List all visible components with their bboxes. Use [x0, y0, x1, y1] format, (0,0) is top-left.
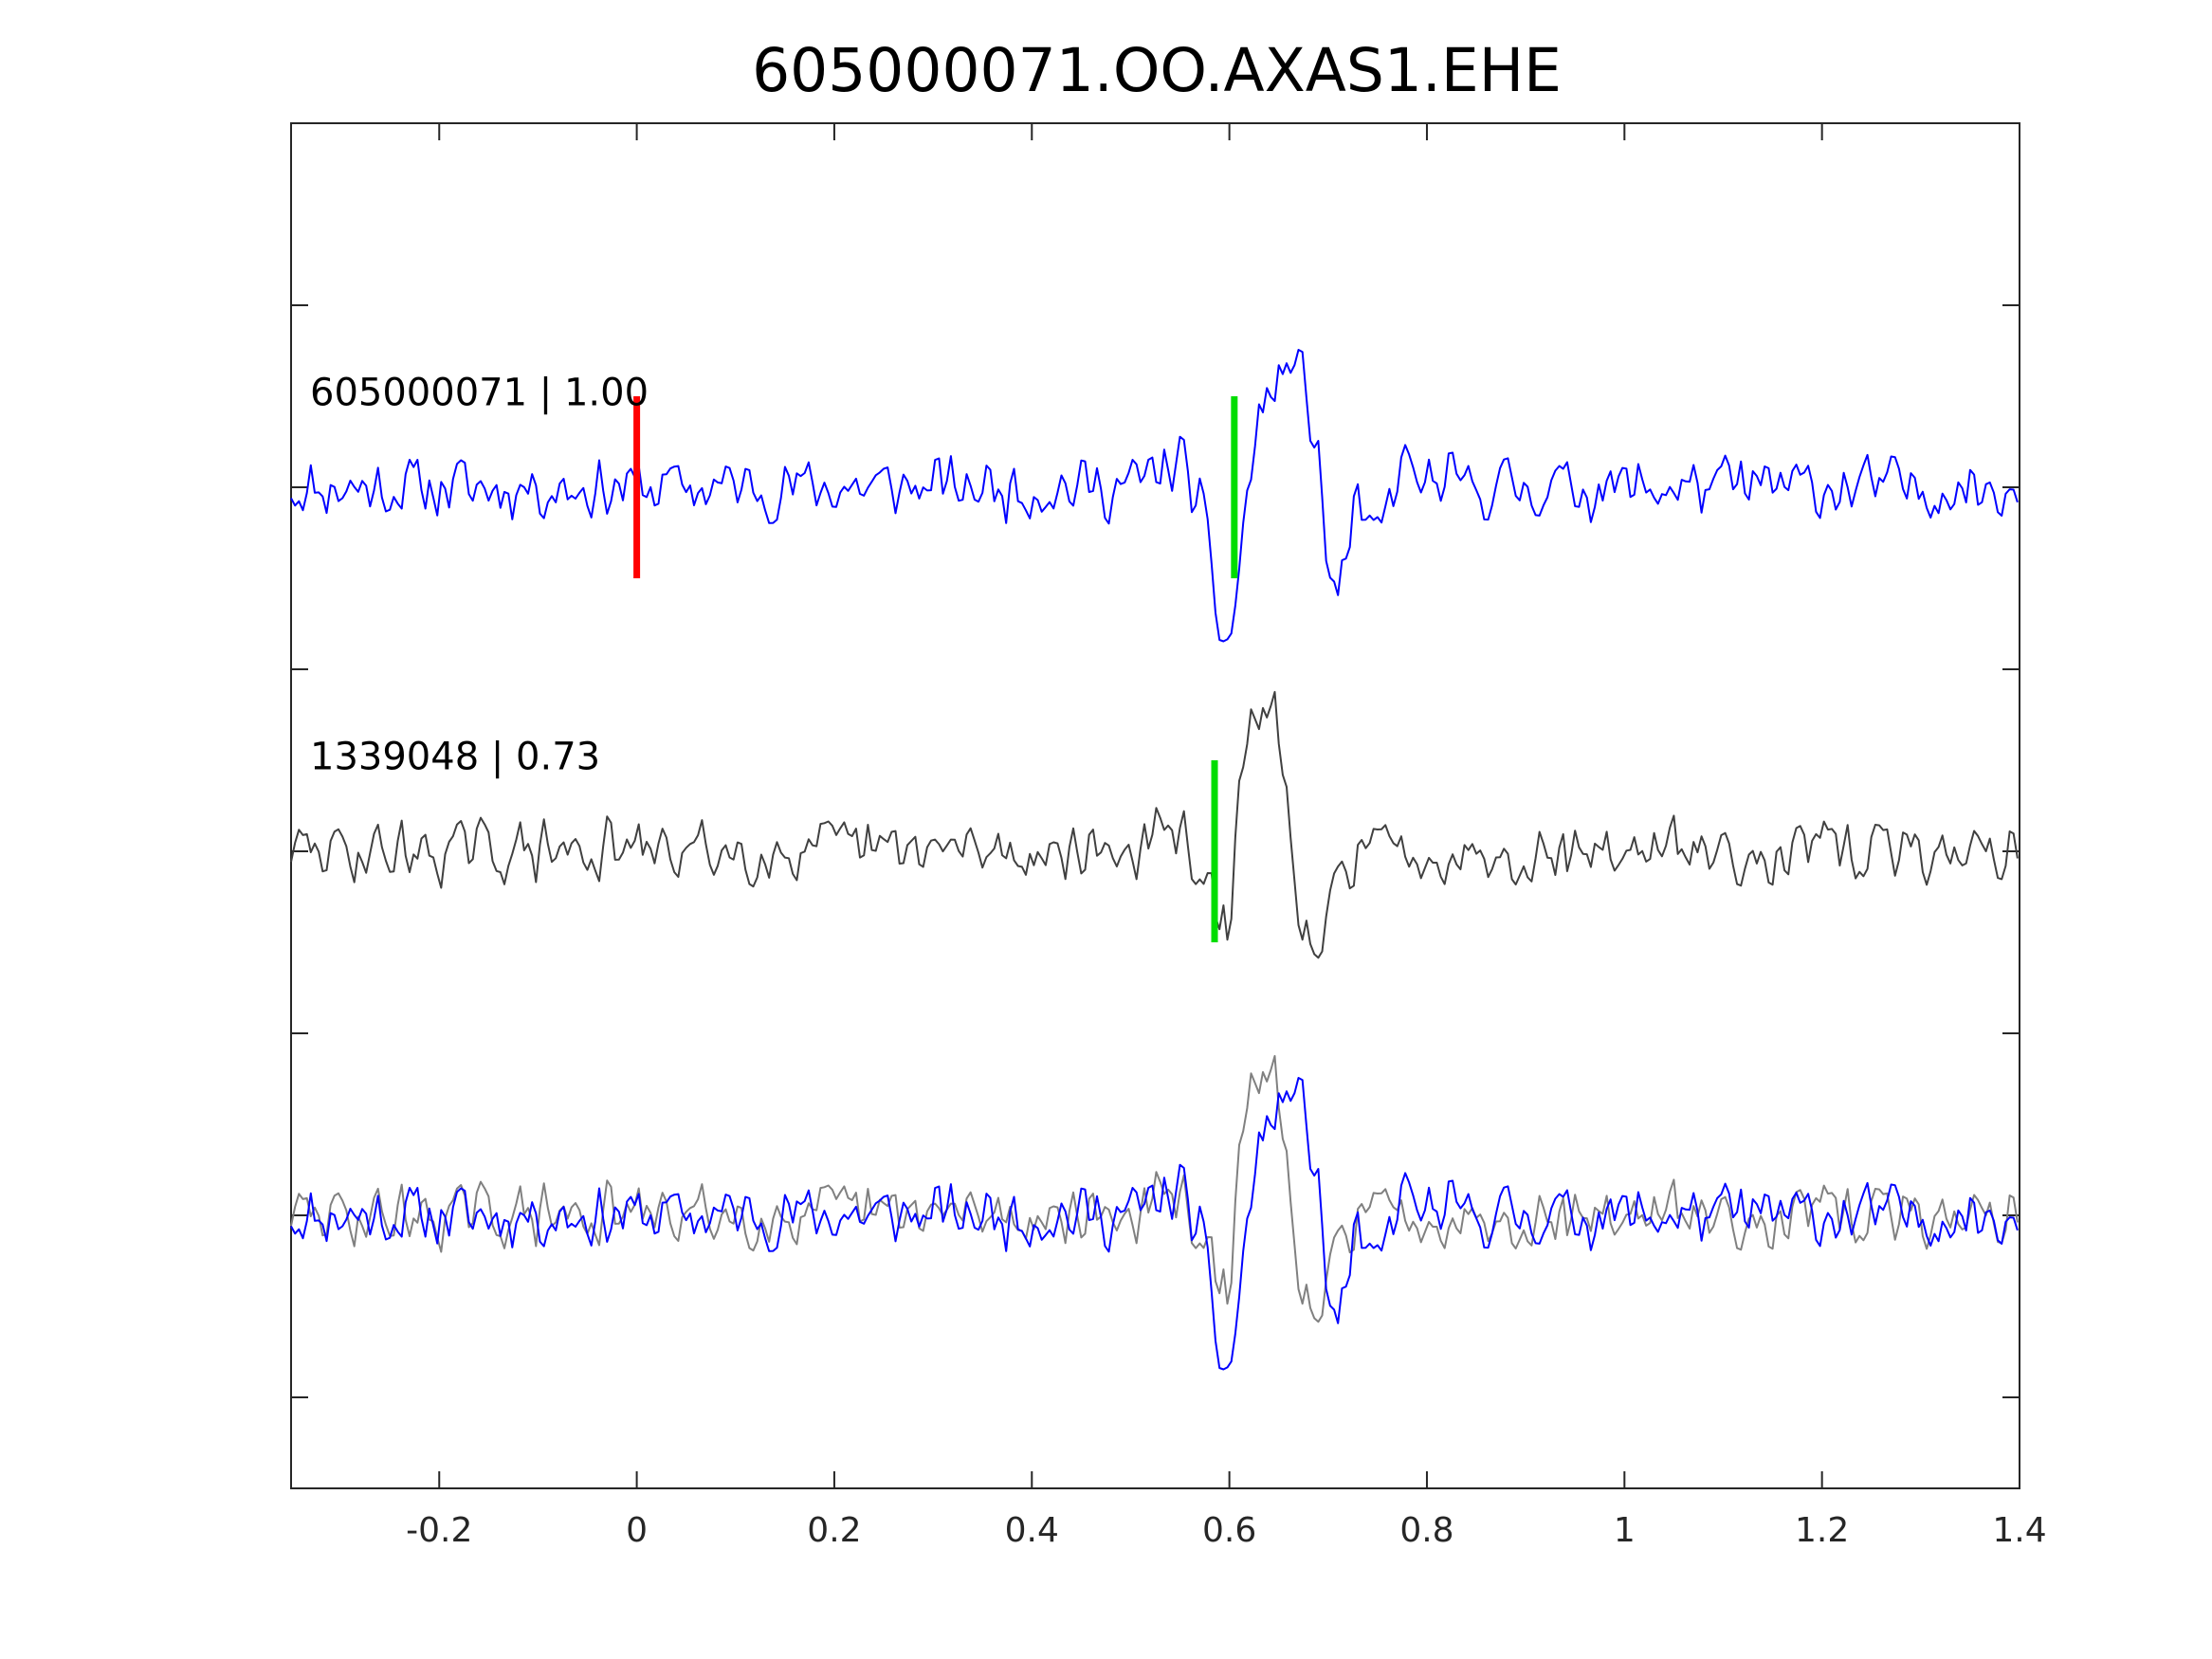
x-tick-label: 0.4: [1005, 1511, 1059, 1550]
x-tick-label: 0: [626, 1511, 648, 1550]
trace-label: 605000071 | 1.00: [310, 372, 649, 415]
x-tick-label: 0.2: [807, 1511, 861, 1550]
axes-box: [290, 122, 2020, 1489]
x-tick-label: 1.2: [1795, 1511, 1849, 1550]
trace-label: 1339048 | 0.73: [310, 736, 600, 779]
x-tick-label: 0.8: [1399, 1511, 1453, 1550]
trace-1-waveform: [290, 690, 2019, 959]
chart-title: 605000071.OO.AXAS1.EHE: [752, 36, 1562, 105]
x-tick-label: 1.4: [1992, 1511, 2046, 1550]
overlay-trace-0: [290, 1054, 2019, 1323]
overlay-trace-1: [290, 1077, 2019, 1371]
plot-area: -0.2 0 0.2 0.4 0.6 0.8 1 1.2 1.4 605000071 | 1.00…: [290, 122, 2047, 1550]
x-tick-label: 1: [1614, 1511, 1636, 1550]
trace-0-waveform: [290, 349, 2019, 643]
x-tick-label: 0.6: [1202, 1511, 1256, 1550]
x-tick-label: -0.2: [406, 1511, 472, 1550]
